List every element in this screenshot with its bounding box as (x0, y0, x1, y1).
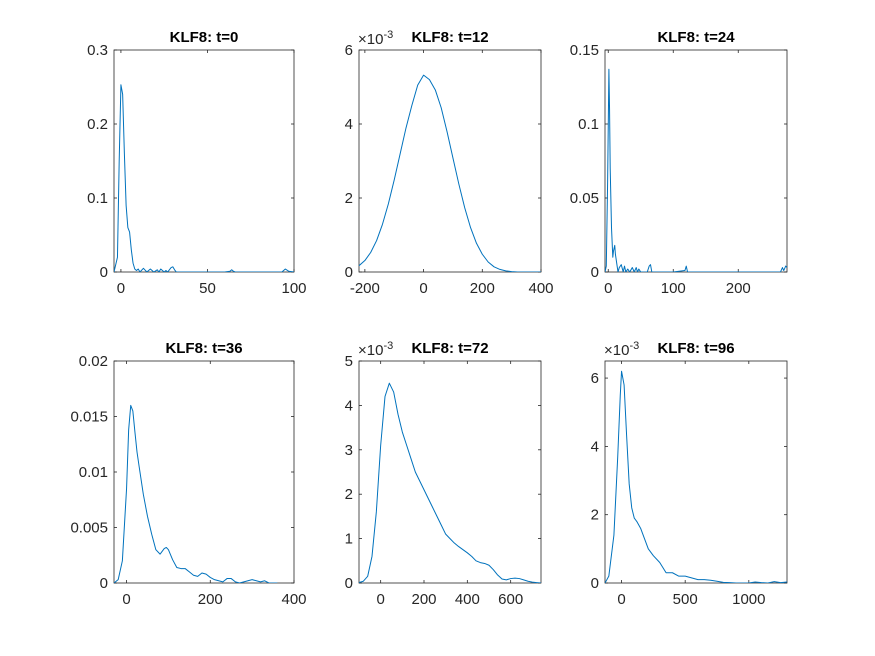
x-tick-label: 200 (411, 591, 436, 608)
axes-box (358, 49, 542, 273)
y-tick-label: 0.3 (87, 42, 108, 59)
y-tick-label: 0 (345, 264, 353, 281)
y-tick-label: 3 (345, 442, 353, 459)
x-tick-label: 400 (455, 591, 480, 608)
x-tick-label: 400 (281, 591, 306, 608)
subplot-3: 0 100 200 0 0.05 0.1 0.15 KLF8: t=24 (570, 29, 788, 297)
x-tick-label: 100 (661, 280, 686, 297)
subplot-title: KLF8: t=36 (165, 340, 242, 357)
x-tick-label: 200 (198, 591, 223, 608)
y-tick-label: 0.015 (70, 409, 108, 426)
y-tick-label: 0.05 (570, 190, 599, 207)
y-tick-label: 4 (591, 438, 599, 455)
subplot-4: 0 200 400 0 0.005 0.01 0.015 0.02 KLF8: t=36 (70, 340, 306, 608)
x-tick-label: 0 (617, 591, 625, 608)
y-tick-label: 0 (591, 575, 599, 592)
density-line (114, 84, 294, 272)
x-tick-label: 200 (726, 280, 751, 297)
y-tick-label: 2 (345, 486, 353, 503)
y-tick-label: 0 (100, 575, 108, 592)
subplot-1: 0 50 100 0 0.1 0.2 0.3 KLF8: t=0 (87, 29, 306, 297)
y-tick-label: 0.1 (87, 190, 108, 207)
density-line (605, 370, 787, 583)
x-tick-label: 0 (122, 591, 130, 608)
subplot-title: KLF8: t=72 (411, 340, 488, 357)
y-tick-label: 0.005 (70, 520, 108, 537)
x-tick-label: 500 (673, 591, 698, 608)
y-tick-label: 6 (591, 370, 599, 387)
x-tick-label: 50 (199, 280, 216, 297)
x-tick-label: 0 (419, 280, 427, 297)
subplot-title: KLF8: t=24 (657, 29, 735, 46)
density-line (114, 404, 278, 583)
x-tick-label: 0 (604, 280, 612, 297)
subplot-title: KLF8: t=96 (657, 340, 734, 357)
subplot-title: KLF8: t=0 (170, 29, 239, 46)
density-line (359, 74, 541, 272)
y-tick-label: 2 (345, 190, 353, 207)
y-tick-label: 0.2 (87, 116, 108, 133)
y-tick-label: 6 (345, 42, 353, 59)
y-tick-label: 5 (345, 353, 353, 370)
y-tick-label: 0.01 (79, 464, 108, 481)
density-line (605, 68, 787, 272)
y-tick-label: 0 (100, 264, 108, 281)
y-tick-label: 0.15 (570, 42, 599, 59)
axes-box (358, 360, 542, 584)
density-line (359, 382, 541, 583)
y-tick-label: 0.02 (79, 353, 108, 370)
x-tick-label: 0 (376, 591, 384, 608)
y-tick-label: 0.1 (578, 116, 599, 133)
subplot-title: KLF8: t=12 (411, 29, 488, 46)
x-tick-label: 600 (498, 591, 523, 608)
y-tick-label: 4 (345, 116, 353, 133)
x-tick-label: 100 (281, 280, 306, 297)
y-tick-label: 4 (345, 397, 353, 414)
y-tick-label: 1 (345, 531, 353, 548)
y-tick-label: 0 (345, 575, 353, 592)
x-tick-label: 200 (470, 280, 495, 297)
y-tick-label: 2 (591, 507, 599, 524)
x-tick-label: 0 (117, 280, 125, 297)
x-tick-label: 400 (528, 280, 553, 297)
axes-box (604, 360, 788, 584)
y-tick-label: 0 (591, 264, 599, 281)
x-tick-label: -200 (350, 280, 380, 297)
x-tick-label: 1000 (732, 591, 765, 608)
